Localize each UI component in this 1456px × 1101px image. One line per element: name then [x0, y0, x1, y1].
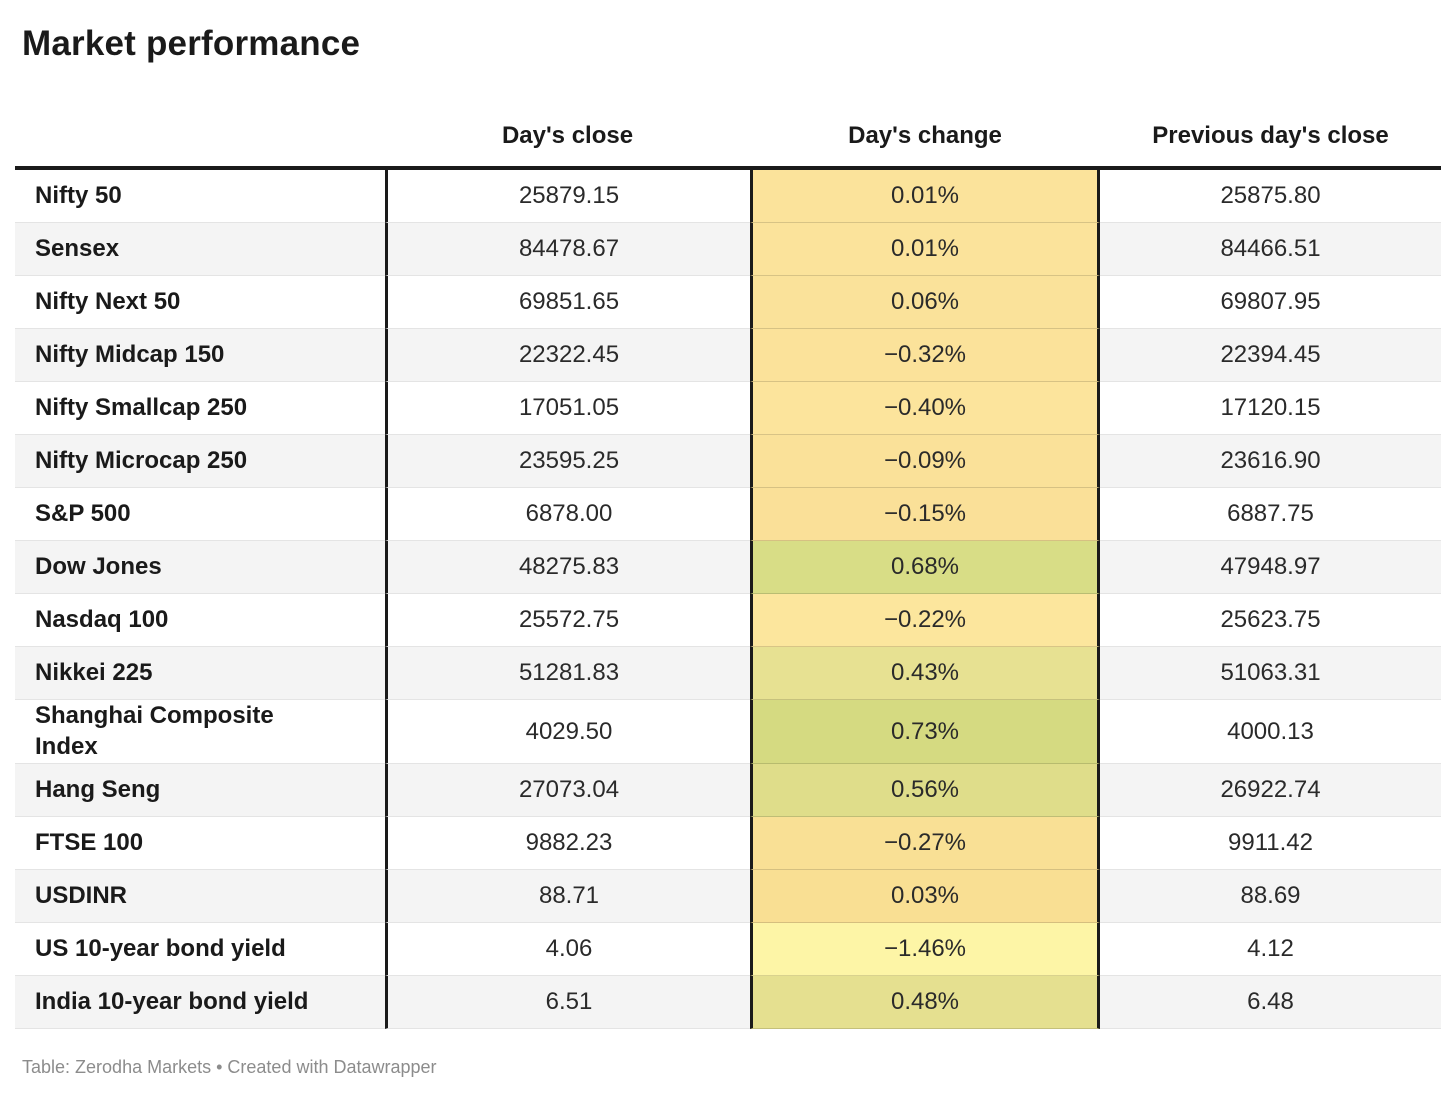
days-close-value: 27073.04	[385, 764, 750, 818]
days-close-value: 4.06	[385, 923, 750, 977]
days-close-value: 6878.00	[385, 488, 750, 541]
days-change-value: 0.56%	[750, 764, 1100, 818]
previous-days-close-value: 47948.97	[1100, 541, 1441, 594]
table-row: S&P 500 6878.00 −0.15% 6887.75	[15, 488, 1441, 541]
days-change-value: −0.40%	[750, 382, 1100, 435]
previous-days-close-value: 23616.90	[1100, 435, 1441, 488]
days-change-value: 0.03%	[750, 870, 1100, 924]
market-performance-table: Day's close Day's change Previous day's …	[15, 100, 1441, 1030]
attribution-tool-link[interactable]: Datawrapper	[333, 1057, 437, 1078]
previous-days-close-value: 6887.75	[1100, 488, 1441, 541]
days-close-value: 22322.45	[385, 329, 750, 382]
days-close-value: 69851.65	[385, 276, 750, 329]
row-label: Nifty Microcap 250	[15, 435, 385, 488]
row-label: Shanghai Composite Index	[15, 700, 385, 765]
table-row: Hang Seng 27073.04 0.56% 26922.74	[15, 764, 1441, 818]
col-header-days-close: Day's close	[385, 100, 750, 170]
days-change-value: −1.46%	[750, 923, 1100, 977]
row-label: Nasdaq 100	[15, 594, 385, 647]
days-change-value: −0.32%	[750, 329, 1100, 382]
previous-days-close-value: 84466.51	[1100, 223, 1441, 276]
attribution-prefix: Table:	[22, 1057, 76, 1078]
previous-days-close-value: 4.12	[1100, 923, 1441, 977]
table-row: Nifty Smallcap 250 17051.05 −0.40% 17120.15	[15, 382, 1441, 435]
table-row: Shanghai Composite Index 4029.50 0.73% 4000…	[15, 700, 1441, 765]
days-change-value: −0.09%	[750, 435, 1100, 488]
attribution: Table: Zerodha Markets • Created with Da…	[22, 1057, 1456, 1078]
previous-days-close-value: 88.69	[1100, 870, 1441, 924]
previous-days-close-value: 51063.31	[1100, 647, 1441, 700]
table-row: Nifty Midcap 150 22322.45 −0.32% 22394.45	[15, 329, 1441, 382]
table-row: India 10-year bond yield 6.51 0.48% 6.48	[15, 976, 1441, 1030]
days-change-value: 0.01%	[750, 170, 1100, 223]
row-label: Nifty Next 50	[15, 276, 385, 329]
days-change-value: 0.73%	[750, 700, 1100, 765]
days-close-value: 9882.23	[385, 817, 750, 871]
table-row: Sensex 84478.67 0.01% 84466.51	[15, 223, 1441, 276]
table-row: Nifty Next 50 69851.65 0.06% 69807.95	[15, 276, 1441, 329]
attribution-source-link[interactable]: Zerodha Markets	[75, 1057, 212, 1078]
table-row: Dow Jones 48275.83 0.68% 47948.97	[15, 541, 1441, 594]
previous-days-close-value: 25875.80	[1100, 170, 1441, 223]
previous-days-close-value: 22394.45	[1100, 329, 1441, 382]
previous-days-close-value: 4000.13	[1100, 700, 1441, 765]
table-row: Nikkei 225 51281.83 0.43% 51063.31	[15, 647, 1441, 700]
previous-days-close-value: 25623.75	[1100, 594, 1441, 647]
header-row: Day's close Day's change Previous day's …	[15, 100, 1441, 170]
row-label: Nikkei 225	[15, 647, 385, 700]
attribution-middle: • Created with	[211, 1057, 334, 1078]
table-row: USDINR 88.71 0.03% 88.69	[15, 870, 1441, 924]
days-close-value: 84478.67	[385, 223, 750, 276]
row-label: FTSE 100	[15, 817, 385, 871]
days-change-value: 0.68%	[750, 541, 1100, 594]
days-change-value: −0.15%	[750, 488, 1100, 541]
previous-days-close-value: 17120.15	[1100, 382, 1441, 435]
row-label: Hang Seng	[15, 764, 385, 818]
row-label: Sensex	[15, 223, 385, 276]
days-close-value: 17051.05	[385, 382, 750, 435]
table-row: Nasdaq 100 25572.75 −0.22% 25623.75	[15, 594, 1441, 647]
col-header-previous-days-close: Previous day's close	[1100, 100, 1441, 170]
days-close-value: 88.71	[385, 870, 750, 924]
previous-days-close-value: 9911.42	[1100, 817, 1441, 871]
page-title: Market performance	[22, 24, 361, 63]
days-change-value: −0.27%	[750, 817, 1100, 871]
previous-days-close-value: 69807.95	[1100, 276, 1441, 329]
table-row: FTSE 100 9882.23 −0.27% 9911.42	[15, 817, 1441, 871]
table-row: US 10-year bond yield 4.06 −1.46% 4.12	[15, 923, 1441, 977]
row-label: USDINR	[15, 870, 385, 924]
days-close-value: 25879.15	[385, 170, 750, 223]
previous-days-close-value: 6.48	[1100, 976, 1441, 1030]
col-header-days-change: Day's change	[750, 100, 1100, 170]
days-change-value: 0.48%	[750, 976, 1100, 1030]
days-change-value: 0.01%	[750, 223, 1100, 276]
days-change-value: 0.06%	[750, 276, 1100, 329]
row-label: US 10-year bond yield	[15, 923, 385, 977]
days-close-value: 48275.83	[385, 541, 750, 594]
days-close-value: 23595.25	[385, 435, 750, 488]
row-label: Nifty 50	[15, 170, 385, 223]
days-close-value: 25572.75	[385, 594, 750, 647]
row-label: Nifty Smallcap 250	[15, 382, 385, 435]
days-change-value: −0.22%	[750, 594, 1100, 647]
row-label: Nifty Midcap 150	[15, 329, 385, 382]
days-close-value: 51281.83	[385, 647, 750, 700]
table-row: Nifty Microcap 250 23595.25 −0.09% 23616.90	[15, 435, 1441, 488]
days-close-value: 4029.50	[385, 700, 750, 765]
row-label: India 10-year bond yield	[15, 976, 385, 1030]
table-row: Nifty 50 25879.15 0.01% 25875.80	[15, 170, 1441, 223]
days-close-value: 6.51	[385, 976, 750, 1030]
row-label: Dow Jones	[15, 541, 385, 594]
previous-days-close-value: 26922.74	[1100, 764, 1441, 818]
row-label: S&P 500	[15, 488, 385, 541]
days-change-value: 0.43%	[750, 647, 1100, 700]
col-header-empty	[15, 100, 385, 170]
